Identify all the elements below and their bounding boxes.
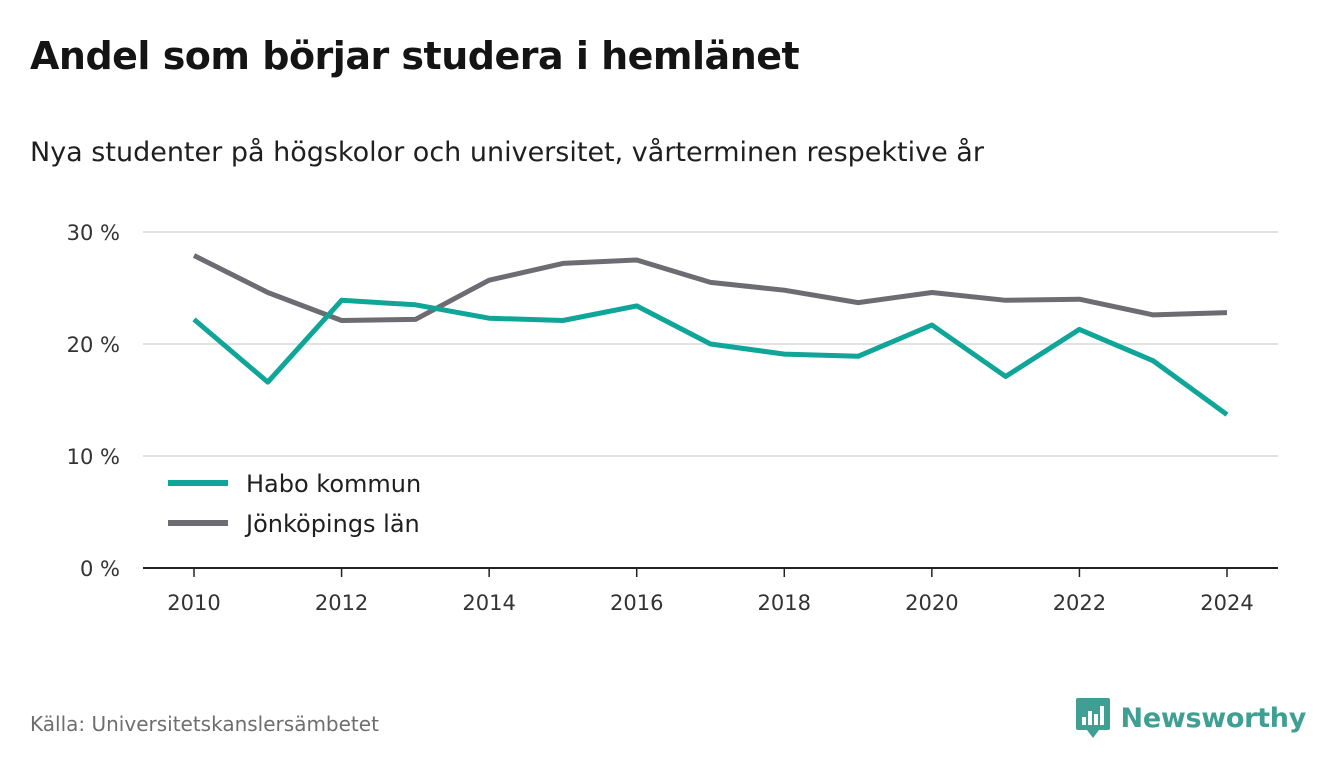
x-tick-label: 2016 <box>610 591 663 615</box>
y-tick-label: 0 % <box>80 557 120 581</box>
legend: Habo kommun Jönköpings län <box>168 470 421 538</box>
y-tick-label: 20 % <box>67 333 120 357</box>
y-tick-label: 10 % <box>67 445 120 469</box>
legend-label: Habo kommun <box>246 470 421 498</box>
y-tick-label: 30 % <box>67 221 120 245</box>
x-tick-label: 2014 <box>462 591 515 615</box>
x-tick-label: 2024 <box>1200 591 1253 615</box>
x-tick-label: 2022 <box>1053 591 1106 615</box>
chart-title: Andel som börjar studera i hemlänet <box>30 34 800 78</box>
series-line <box>192 297 1229 417</box>
x-tick-label: 2020 <box>905 591 958 615</box>
series-line <box>192 253 1228 323</box>
y-axis-ticks: 0 % 10 % 20 % 30 % <box>67 221 120 581</box>
x-tick-label: 2010 <box>167 591 220 615</box>
legend-label: Jönköpings län <box>244 510 420 538</box>
series-lines <box>192 253 1229 417</box>
x-tick-label: 2012 <box>315 591 368 615</box>
brand-name: Newsworthy <box>1120 702 1307 734</box>
x-axis-ticks: 2010 2012 2014 2016 2018 2020 2022 2024 <box>167 568 1254 615</box>
newsworthy-logo-icon <box>1075 698 1110 738</box>
chart-subtitle: Nya studenter på högskolor och universit… <box>30 137 984 168</box>
brand-logo[interactable]: Newsworthy <box>1075 696 1306 740</box>
x-tick-label: 2018 <box>758 591 811 615</box>
source-note: Källa: Universitetskanslersämbetet <box>30 712 379 736</box>
